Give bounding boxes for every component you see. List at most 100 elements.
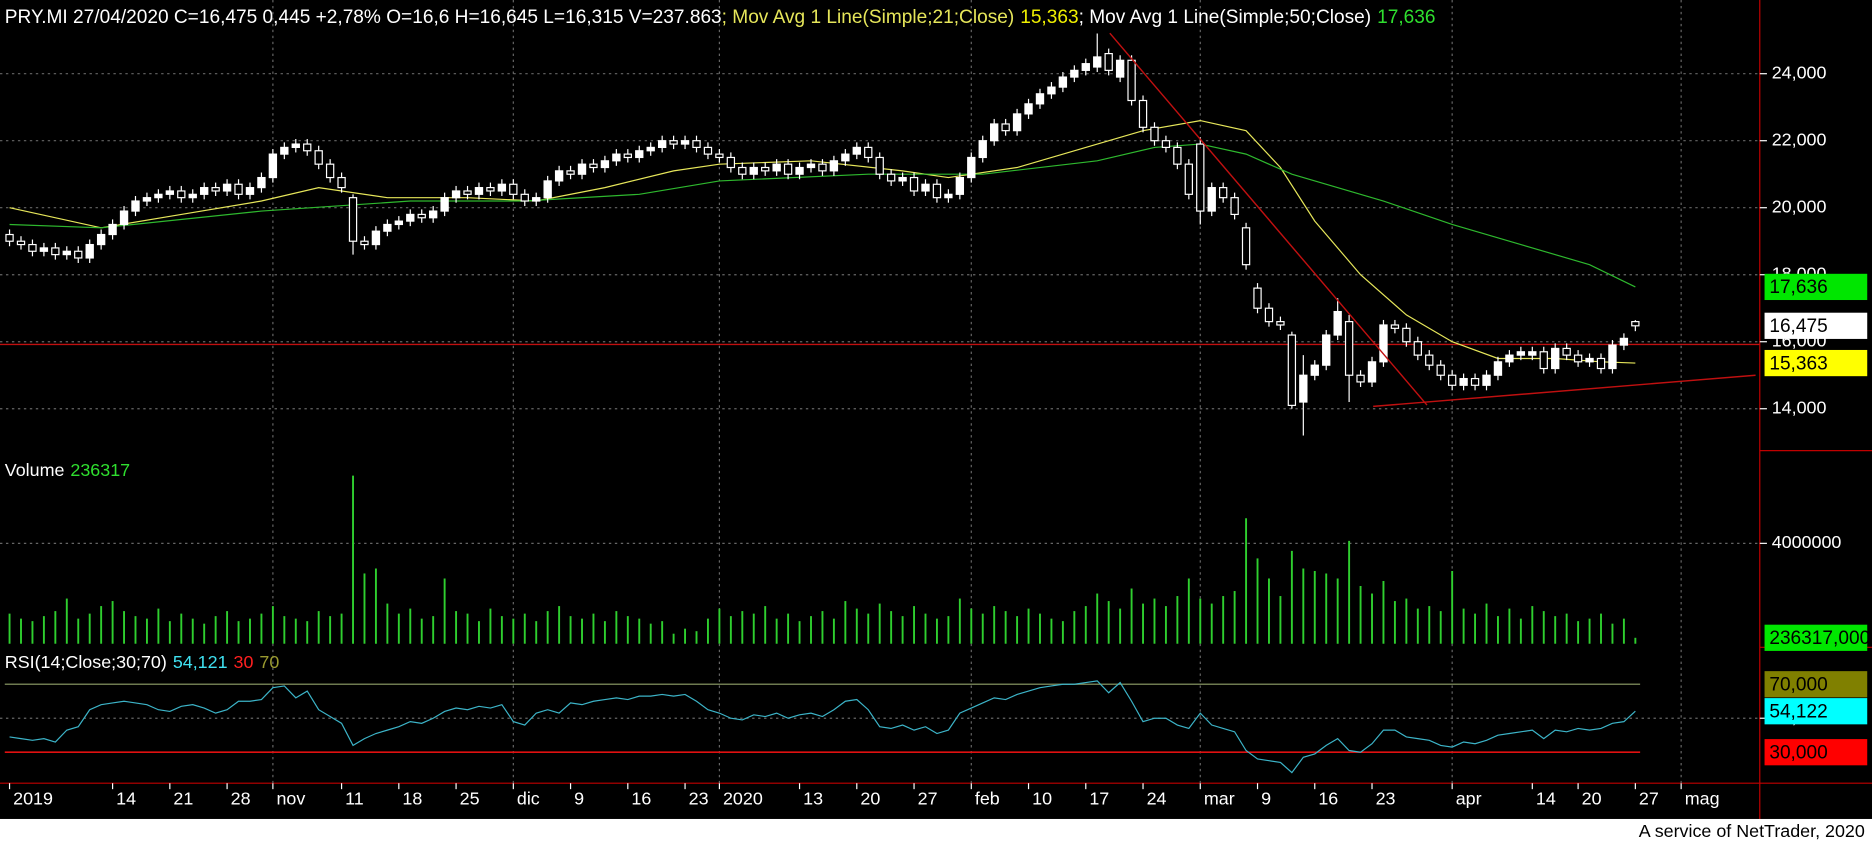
candle-body bbox=[1310, 364, 1319, 376]
candle-body bbox=[829, 160, 839, 172]
candle-body bbox=[978, 140, 987, 159]
candle-body bbox=[932, 183, 942, 199]
x-tick-label: 20 bbox=[1582, 789, 1602, 809]
candle-body bbox=[1413, 341, 1422, 356]
candle-body bbox=[96, 233, 106, 246]
value-marker-label: 54,122 bbox=[1769, 701, 1827, 722]
candle-body bbox=[1482, 374, 1491, 386]
candle-body bbox=[1505, 354, 1514, 363]
volume-label: Volume bbox=[5, 460, 65, 480]
candle-body bbox=[1551, 347, 1560, 370]
candle-body bbox=[680, 140, 690, 145]
x-tick-label: dic bbox=[517, 789, 540, 809]
candle-body bbox=[142, 197, 152, 202]
candle-body bbox=[463, 190, 472, 195]
candle-body bbox=[119, 210, 129, 226]
candle-body bbox=[1093, 56, 1102, 68]
candle-body bbox=[1390, 324, 1400, 329]
moving-average bbox=[9, 119, 1636, 364]
moving-average bbox=[9, 143, 1636, 288]
candle-body bbox=[692, 140, 701, 149]
x-tick-label: 9 bbox=[1261, 789, 1271, 809]
x-tick-label: 14 bbox=[116, 789, 136, 809]
y-tick-label: 4000000 bbox=[1772, 532, 1842, 552]
candle-body bbox=[520, 193, 529, 202]
candle-body bbox=[303, 143, 312, 152]
candle-body bbox=[577, 163, 587, 175]
x-tick-label: mar bbox=[1204, 789, 1235, 809]
candle-body bbox=[280, 146, 289, 155]
volume-value: 236317 bbox=[70, 460, 130, 480]
rsi-line bbox=[9, 680, 1636, 774]
candle-body bbox=[1047, 86, 1056, 95]
header-symbol: PRY.MI 27/04/2020 C=16,475 0,445 +2,78% … bbox=[5, 7, 722, 28]
x-tick-label: 17 bbox=[1089, 789, 1109, 809]
candle-body bbox=[795, 166, 804, 175]
x-tick-label: 2020 bbox=[723, 789, 763, 809]
candle-body bbox=[1596, 357, 1606, 370]
x-tick-label: 25 bbox=[460, 789, 480, 809]
x-tick-label: 23 bbox=[689, 789, 709, 809]
candle-body bbox=[1024, 103, 1033, 115]
candle-body bbox=[85, 243, 94, 259]
candle-body bbox=[967, 156, 976, 179]
candle-body bbox=[612, 153, 621, 162]
candle-body bbox=[28, 243, 37, 252]
candle-body bbox=[62, 250, 71, 256]
trendline bbox=[1373, 374, 1756, 408]
x-tick-label: 9 bbox=[574, 789, 584, 809]
candle-body bbox=[1287, 334, 1297, 406]
candle-body bbox=[841, 153, 850, 162]
value-marker bbox=[1764, 624, 1868, 651]
candle-body bbox=[291, 143, 300, 149]
candle-body bbox=[1619, 337, 1629, 346]
header-ma50: ; Mov Avg 1 Line(Simple;50;Close) bbox=[1079, 7, 1372, 28]
candle-body bbox=[1367, 361, 1377, 383]
candle-body bbox=[74, 250, 83, 259]
candle-body bbox=[165, 190, 175, 195]
candle-body bbox=[875, 156, 884, 175]
candle-body bbox=[200, 187, 209, 195]
candle-body bbox=[1012, 113, 1022, 132]
candle-body bbox=[451, 190, 461, 199]
candle-body bbox=[1539, 351, 1548, 370]
candle-body bbox=[1173, 146, 1182, 165]
candle-body bbox=[1161, 140, 1171, 149]
candle-body bbox=[761, 166, 770, 172]
candle-body bbox=[1299, 374, 1308, 403]
candle-body bbox=[1493, 361, 1503, 376]
x-tick-label: 10 bbox=[1032, 789, 1052, 809]
candle-body bbox=[1562, 347, 1571, 356]
candle-body bbox=[5, 233, 14, 242]
value-marker-label: 236317,000 bbox=[1769, 628, 1870, 649]
candle-body bbox=[428, 210, 438, 219]
candle-body bbox=[944, 193, 953, 199]
candle-body bbox=[1218, 187, 1228, 199]
candle-body bbox=[245, 187, 255, 195]
candle-body bbox=[1184, 163, 1194, 195]
candle-body bbox=[566, 170, 575, 175]
candle-body bbox=[509, 183, 518, 195]
candle-body bbox=[1115, 59, 1125, 78]
candle-body bbox=[1528, 351, 1537, 356]
candle-body bbox=[738, 166, 747, 175]
candle-body bbox=[360, 240, 369, 246]
x-tick-label: 24 bbox=[1147, 789, 1167, 809]
candle-body bbox=[486, 187, 495, 192]
candle-body bbox=[852, 146, 861, 155]
candle-body bbox=[1447, 374, 1457, 386]
x-tick-label: mag bbox=[1685, 789, 1720, 809]
y-tick-label: 24,000 bbox=[1772, 62, 1827, 82]
candle-body bbox=[1070, 69, 1079, 78]
x-tick-label: 27 bbox=[1639, 789, 1659, 809]
candle-body bbox=[1573, 354, 1583, 363]
candle-body bbox=[1322, 334, 1331, 366]
candle-body bbox=[1138, 99, 1148, 128]
candle-body bbox=[1608, 344, 1617, 370]
candle-body bbox=[383, 223, 392, 232]
x-tick-label: 20 bbox=[860, 789, 880, 809]
plot-layer: 14,00016,00018,00020,00022,00024,0004000… bbox=[0, 0, 1870, 809]
candle-body bbox=[921, 183, 930, 192]
